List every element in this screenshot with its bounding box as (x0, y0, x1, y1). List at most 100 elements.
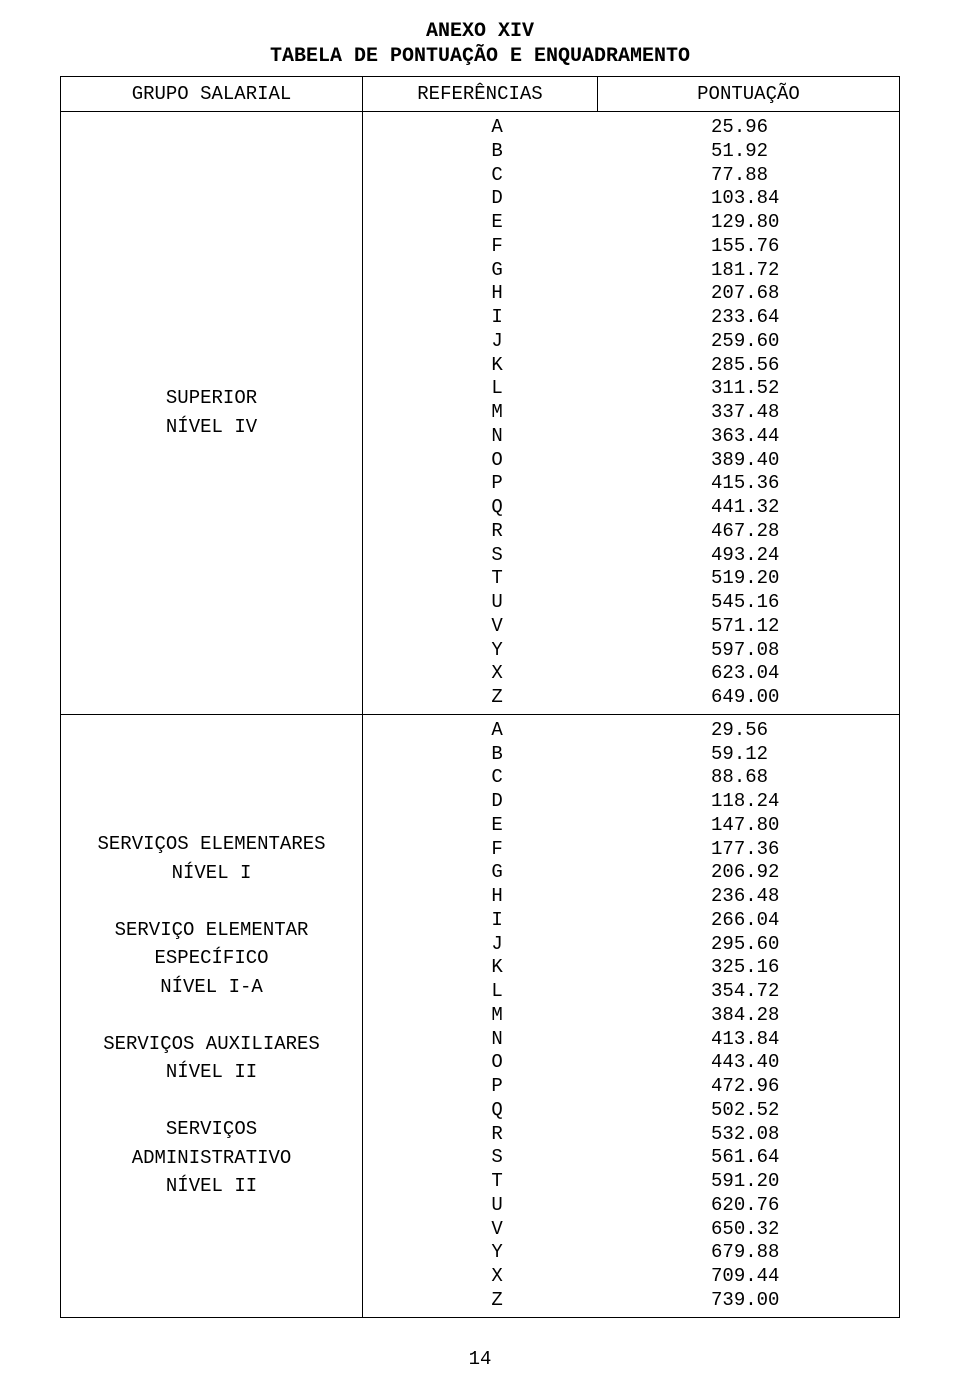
data-line: H236.48 (363, 885, 899, 909)
data-line: X709.44 (363, 1265, 899, 1289)
data-line: K325.16 (363, 956, 899, 980)
data-line: H207.68 (363, 282, 899, 306)
score-value: 649.00 (631, 686, 899, 710)
data-line: M337.48 (363, 401, 899, 425)
reference-letter: Q (363, 496, 631, 520)
score-value: 29.56 (631, 719, 899, 743)
score-value: 415.36 (631, 472, 899, 496)
score-value: 413.84 (631, 1028, 899, 1052)
score-value: 59.12 (631, 743, 899, 767)
reference-letter: C (363, 766, 631, 790)
reference-letter: N (363, 1028, 631, 1052)
data-line: E129.80 (363, 211, 899, 235)
data-block: A25.96B51.92C77.88D103.84E129.80F155.76G… (363, 112, 900, 715)
score-value: 389.40 (631, 449, 899, 473)
data-line: C88.68 (363, 766, 899, 790)
data-line: S561.64 (363, 1146, 899, 1170)
reference-letter: Z (363, 686, 631, 710)
score-value: 88.68 (631, 766, 899, 790)
reference-letter: T (363, 567, 631, 591)
reference-letter: M (363, 401, 631, 425)
score-value: 206.92 (631, 861, 899, 885)
score-value: 181.72 (631, 259, 899, 283)
score-value: 285.56 (631, 354, 899, 378)
score-value: 620.76 (631, 1194, 899, 1218)
score-value: 103.84 (631, 187, 899, 211)
salary-table: GRUPO SALARIAL REFERÊNCIAS PONTUAÇÃO SUP… (60, 76, 900, 1318)
header-pont: PONTUAÇÃO (597, 77, 899, 112)
score-value: 443.40 (631, 1051, 899, 1075)
data-line: J295.60 (363, 933, 899, 957)
data-line: C77.88 (363, 164, 899, 188)
reference-letter: D (363, 790, 631, 814)
score-value: 155.76 (631, 235, 899, 259)
data-line: T591.20 (363, 1170, 899, 1194)
score-value: 545.16 (631, 591, 899, 615)
score-value: 739.00 (631, 1289, 899, 1313)
data-line: L354.72 (363, 980, 899, 1004)
reference-letter: R (363, 520, 631, 544)
reference-letter: L (363, 980, 631, 1004)
reference-letter: C (363, 164, 631, 188)
reference-letter: I (363, 306, 631, 330)
reference-letter: K (363, 956, 631, 980)
score-value: 650.32 (631, 1218, 899, 1242)
data-line: Y679.88 (363, 1241, 899, 1265)
reference-letter: E (363, 814, 631, 838)
table-row: SERVIÇOS ELEMENTARES NÍVEL I SERVIÇO ELE… (61, 714, 900, 1317)
data-line: D103.84 (363, 187, 899, 211)
header-ref: REFERÊNCIAS (363, 77, 598, 112)
reference-letter: F (363, 838, 631, 862)
score-value: 118.24 (631, 790, 899, 814)
score-value: 25.96 (631, 116, 899, 140)
score-value: 363.44 (631, 425, 899, 449)
data-line: U545.16 (363, 591, 899, 615)
data-block: A29.56B59.12C88.68D118.24E147.80F177.36G… (363, 714, 900, 1317)
score-value: 354.72 (631, 980, 899, 1004)
data-line: P472.96 (363, 1075, 899, 1099)
score-value: 295.60 (631, 933, 899, 957)
score-value: 233.64 (631, 306, 899, 330)
reference-letter: I (363, 909, 631, 933)
score-value: 623.04 (631, 662, 899, 686)
data-line: D118.24 (363, 790, 899, 814)
data-line: N363.44 (363, 425, 899, 449)
reference-letter: X (363, 662, 631, 686)
reference-letter: V (363, 1218, 631, 1242)
data-line: M384.28 (363, 1004, 899, 1028)
score-value: 493.24 (631, 544, 899, 568)
data-line: A25.96 (363, 116, 899, 140)
reference-letter: G (363, 861, 631, 885)
data-line: Y597.08 (363, 639, 899, 663)
reference-letter: L (363, 377, 631, 401)
score-value: 709.44 (631, 1265, 899, 1289)
data-line: B51.92 (363, 140, 899, 164)
data-line: I233.64 (363, 306, 899, 330)
score-value: 325.16 (631, 956, 899, 980)
score-value: 384.28 (631, 1004, 899, 1028)
reference-letter: Y (363, 639, 631, 663)
header-group: GRUPO SALARIAL (61, 77, 363, 112)
data-line: G181.72 (363, 259, 899, 283)
score-value: 259.60 (631, 330, 899, 354)
data-line: E147.80 (363, 814, 899, 838)
score-value: 147.80 (631, 814, 899, 838)
data-line: X623.04 (363, 662, 899, 686)
data-line: N413.84 (363, 1028, 899, 1052)
data-line: L311.52 (363, 377, 899, 401)
reference-letter: D (363, 187, 631, 211)
score-value: 532.08 (631, 1123, 899, 1147)
data-line: J259.60 (363, 330, 899, 354)
reference-letter: H (363, 282, 631, 306)
data-line: G206.92 (363, 861, 899, 885)
data-line: T519.20 (363, 567, 899, 591)
reference-letter: Q (363, 1099, 631, 1123)
score-value: 207.68 (631, 282, 899, 306)
reference-letter: Z (363, 1289, 631, 1313)
score-value: 467.28 (631, 520, 899, 544)
reference-letter: G (363, 259, 631, 283)
reference-letter: H (363, 885, 631, 909)
data-line: F155.76 (363, 235, 899, 259)
reference-letter: O (363, 1051, 631, 1075)
data-line: V650.32 (363, 1218, 899, 1242)
